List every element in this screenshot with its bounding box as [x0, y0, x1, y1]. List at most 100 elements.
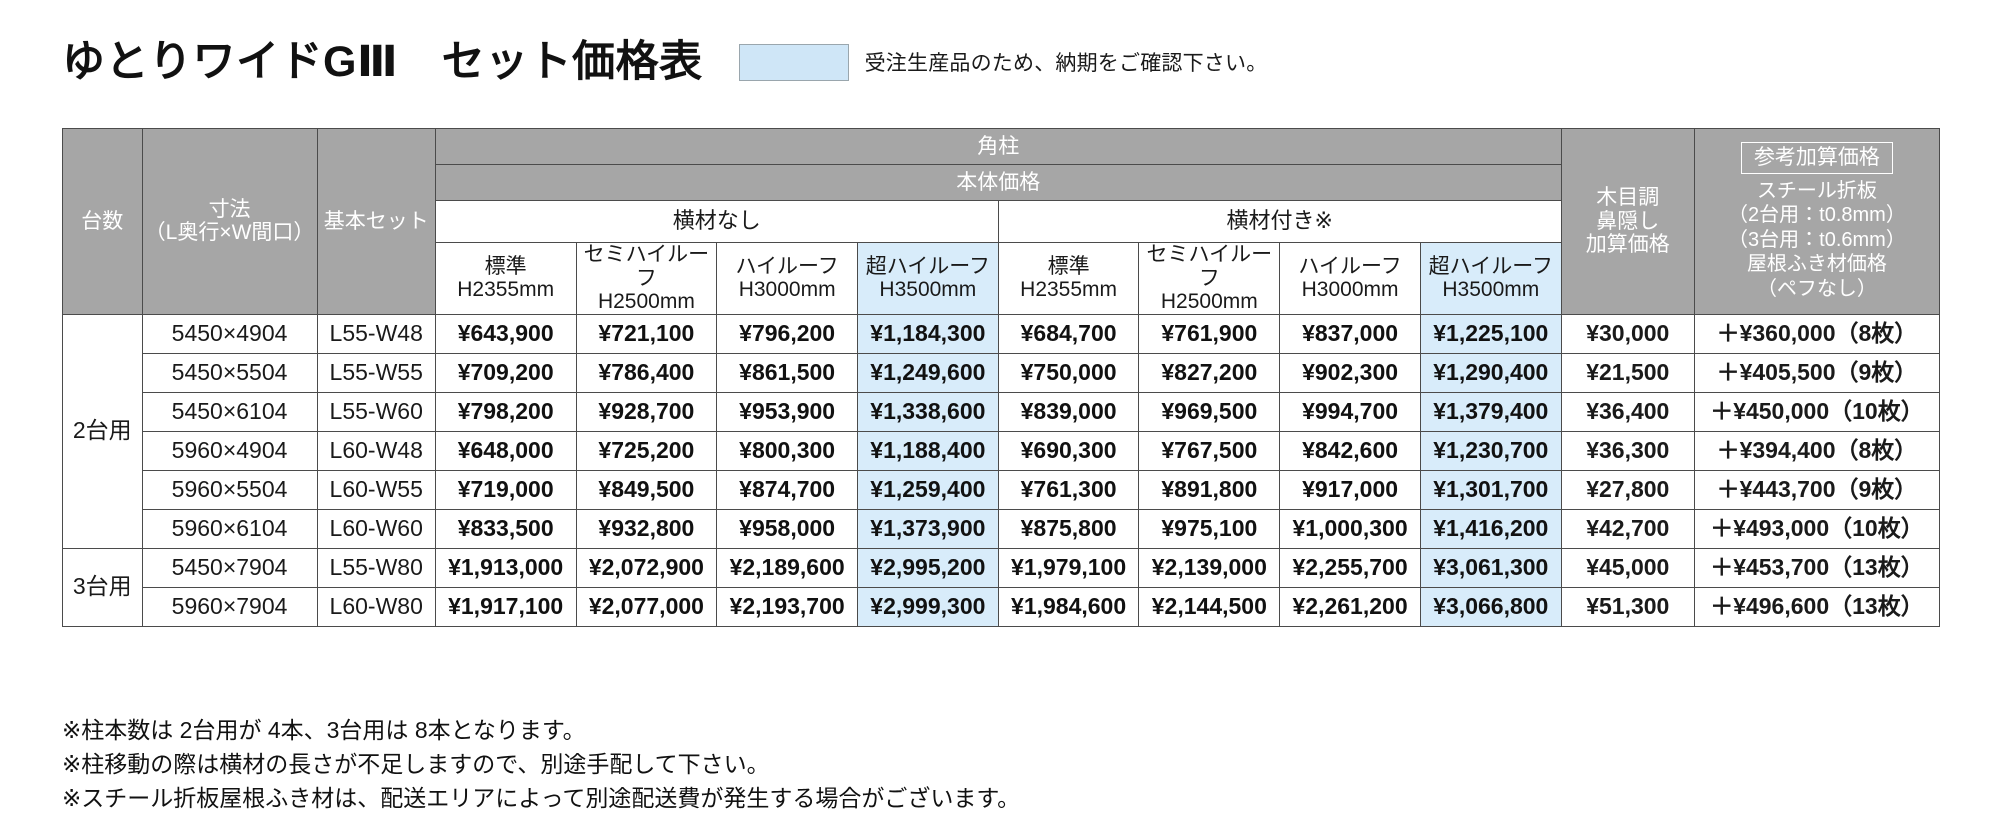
- row-group-label: 3台用: [62, 547, 143, 627]
- cell-price-no-beam: ¥725,200: [575, 430, 718, 471]
- header-row-roof-types: 標準 H2355mm セミハイルーフ H2500mm ハイルーフ H3000mm…: [63, 242, 1940, 315]
- cell-price-with-beam: ¥690,300: [997, 430, 1140, 471]
- th-roof-wb-0: 標準 H2355mm: [997, 242, 1140, 315]
- cell-dimension: 5960×6104: [141, 508, 318, 549]
- cell-dimension: 5450×7904: [141, 547, 318, 588]
- cell-steel-roof-price: ＋¥453,700（13枚）: [1693, 547, 1941, 588]
- title-row: ゆとりワイドGⅢ セット価格表 受注生産品のため、納期をご確認下さい。: [62, 34, 1267, 90]
- cell-price-no-beam: ¥2,189,600: [716, 547, 858, 588]
- th-roof-nb-0: 標準 H2355mm: [434, 242, 577, 315]
- cell-price-with-beam: ¥975,100: [1138, 508, 1281, 549]
- cell-price-with-beam: ¥1,000,300: [1279, 508, 1421, 549]
- cell-price-no-beam: ¥932,800: [575, 508, 718, 549]
- cell-price-with-beam: ¥1,225,100: [1419, 313, 1562, 354]
- cell-price-with-beam: ¥1,379,400: [1419, 391, 1562, 432]
- cell-base-set: L55-W48: [316, 313, 436, 354]
- cell-steel-roof-price: ＋¥493,000（10枚）: [1693, 508, 1941, 549]
- cell-dimension: 5960×7904: [141, 586, 318, 627]
- cell-price-no-beam: ¥1,188,400: [857, 430, 999, 471]
- th-body-price: 本体価格: [434, 164, 1562, 201]
- cell-price-with-beam: ¥761,300: [997, 469, 1140, 510]
- cell-price-no-beam: ¥800,300: [716, 430, 858, 471]
- th-with-beam: 横材付き※: [997, 200, 1562, 243]
- cell-price-no-beam: ¥2,077,000: [575, 586, 718, 627]
- cell-price-with-beam: ¥1,290,400: [1419, 352, 1562, 393]
- th-roof-nb-3: 超ハイルーフ H3500mm: [857, 242, 999, 315]
- cell-base-set: L60-W80: [316, 586, 436, 627]
- cell-price-no-beam: ¥958,000: [716, 508, 858, 549]
- th-size: 寸法 （L奥行×W間口）: [141, 128, 318, 315]
- cell-price-no-beam: ¥1,184,300: [857, 313, 999, 354]
- th-roof-nb-2: ハイルーフ H3000mm: [716, 242, 858, 315]
- th-wood-grain: 木目調 鼻隠し 加算価格: [1560, 128, 1695, 315]
- table-row: 5960×7904 L60-W80 ¥1,917,100 ¥2,077,000 ¥2,1…: [63, 586, 1941, 627]
- cell-wood-grain-price: ¥36,300: [1560, 430, 1695, 471]
- footnote-line: ※柱移動の際は横材の長さが不足しますので、別途手配して下さい。: [62, 751, 770, 778]
- cell-dimension: 5450×5504: [141, 352, 318, 393]
- table-row: 5960×6104 L60-W60 ¥833,500 ¥932,800 ¥958,000…: [63, 508, 1941, 549]
- cell-price-no-beam: ¥874,700: [716, 469, 858, 510]
- th-roof-wb-3: 超ハイルーフ H3500mm: [1419, 242, 1562, 315]
- cell-price-with-beam: ¥839,000: [997, 391, 1140, 432]
- cell-base-set: L55-W55: [316, 352, 436, 393]
- table-row: 5960×5504 L60-W55 ¥719,000 ¥849,500 ¥874,700…: [63, 469, 1941, 510]
- footnote-line: ※柱本数は 2台用が 4本、3台用は 8本となります。: [62, 717, 586, 743]
- cell-price-no-beam: ¥849,500: [575, 469, 718, 510]
- cell-price-with-beam: ¥875,800: [997, 508, 1140, 549]
- cell-price-with-beam: ¥1,301,700: [1419, 469, 1562, 510]
- row-group-label: 2台用: [62, 313, 143, 549]
- th-count: 台数: [62, 128, 143, 315]
- cell-dimension: 5450×6104: [141, 391, 318, 432]
- cell-wood-grain-price: ¥30,000: [1560, 313, 1695, 354]
- cell-base-set: L55-W80: [316, 547, 436, 588]
- cell-price-with-beam: ¥767,500: [1138, 430, 1281, 471]
- footnote-line: ※スチール折板屋根ふき材は、配送エリアによって別途配送費が発生する場合がございま…: [62, 785, 1021, 812]
- cell-price-no-beam: ¥721,100: [575, 313, 718, 354]
- cell-price-with-beam: ¥750,000: [997, 352, 1140, 393]
- th-roof-wb-1: セミハイルーフ H2500mm: [1138, 242, 1281, 315]
- cell-wood-grain-price: ¥51,300: [1560, 586, 1695, 627]
- table-head: 台数 寸法 （L奥行×W間口） 基本セット 角柱 木目調 鼻隠し: [62, 128, 1941, 315]
- table-row: 5960×4904 L60-W48 ¥648,000 ¥725,200 ¥800,300…: [63, 430, 1941, 471]
- cell-price-with-beam: ¥969,500: [1138, 391, 1281, 432]
- cell-dimension: 5450×4904: [141, 313, 318, 354]
- cell-steel-roof-price: ＋¥496,600（13枚）: [1693, 586, 1941, 627]
- table-row: 5450×6104 L55-W60 ¥798,200 ¥928,700 ¥953,900…: [63, 391, 1941, 432]
- cell-price-with-beam: ¥1,416,200: [1419, 508, 1562, 549]
- price-table-wrapper: 台数 寸法 （L奥行×W間口） 基本セット 角柱 木目調 鼻隠し: [62, 128, 1941, 627]
- cell-price-with-beam: ¥1,984,600: [997, 586, 1140, 627]
- cell-steel-roof-price: ＋¥443,700（9枚）: [1693, 469, 1941, 510]
- table-row: 5450×5504 L55-W55 ¥709,200 ¥786,400 ¥861,500…: [63, 352, 1941, 393]
- cell-base-set: L60-W60: [316, 508, 436, 549]
- cell-price-no-beam: ¥709,200: [434, 352, 577, 393]
- th-size-main: 寸法: [208, 197, 251, 221]
- cell-price-with-beam: ¥2,255,700: [1279, 547, 1421, 588]
- cell-price-no-beam: ¥1,338,600: [857, 391, 999, 432]
- th-size-sub: （L奥行×W間口）: [144, 221, 315, 245]
- table-row: 2台用 5450×4904 L55-W48 ¥643,900 ¥721,100 ¥796,…: [62, 313, 1941, 549]
- cell-price-with-beam: ¥837,000: [1279, 313, 1421, 354]
- cell-price-no-beam: ¥2,995,200: [857, 547, 999, 588]
- cell-price-no-beam: ¥786,400: [575, 352, 718, 393]
- cell-price-no-beam: ¥1,249,600: [857, 352, 999, 393]
- cell-price-no-beam: ¥953,900: [716, 391, 858, 432]
- cell-steel-roof-price: ＋¥405,500（9枚）: [1693, 352, 1941, 393]
- table-body: 2台用 5450×4904 L55-W48 ¥643,900 ¥721,100 ¥796,…: [62, 313, 1941, 627]
- cell-base-set: L60-W55: [316, 469, 436, 510]
- cell-dimension: 5960×4904: [141, 430, 318, 471]
- th-base-set: 基本セット: [316, 128, 436, 315]
- cell-price-no-beam: ¥1,259,400: [857, 469, 999, 510]
- cell-price-no-beam: ¥2,193,700: [716, 586, 858, 627]
- th-roof-wb-2: ハイルーフ H3000mm: [1279, 242, 1421, 315]
- cell-price-with-beam: ¥3,066,800: [1419, 586, 1562, 627]
- cell-price-no-beam: ¥833,500: [434, 508, 577, 549]
- th-roof-nb-1: セミハイルーフ H2500mm: [575, 242, 718, 315]
- cell-steel-roof-price: ＋¥450,000（10枚）: [1693, 391, 1941, 432]
- cell-price-no-beam: ¥648,000: [434, 430, 577, 471]
- header-row-beam-groups: 横材なし 横材付き※: [63, 200, 1940, 243]
- cell-price-with-beam: ¥827,200: [1138, 352, 1281, 393]
- cell-price-with-beam: ¥2,139,000: [1138, 547, 1281, 588]
- cell-price-with-beam: ¥1,979,100: [997, 547, 1140, 588]
- legend-color-swatch: [738, 43, 849, 81]
- ref-detail: スチール折板 （2台用：t0.8mm） （3台用：t0.6mm） 屋根ふき材価格…: [1728, 180, 1906, 300]
